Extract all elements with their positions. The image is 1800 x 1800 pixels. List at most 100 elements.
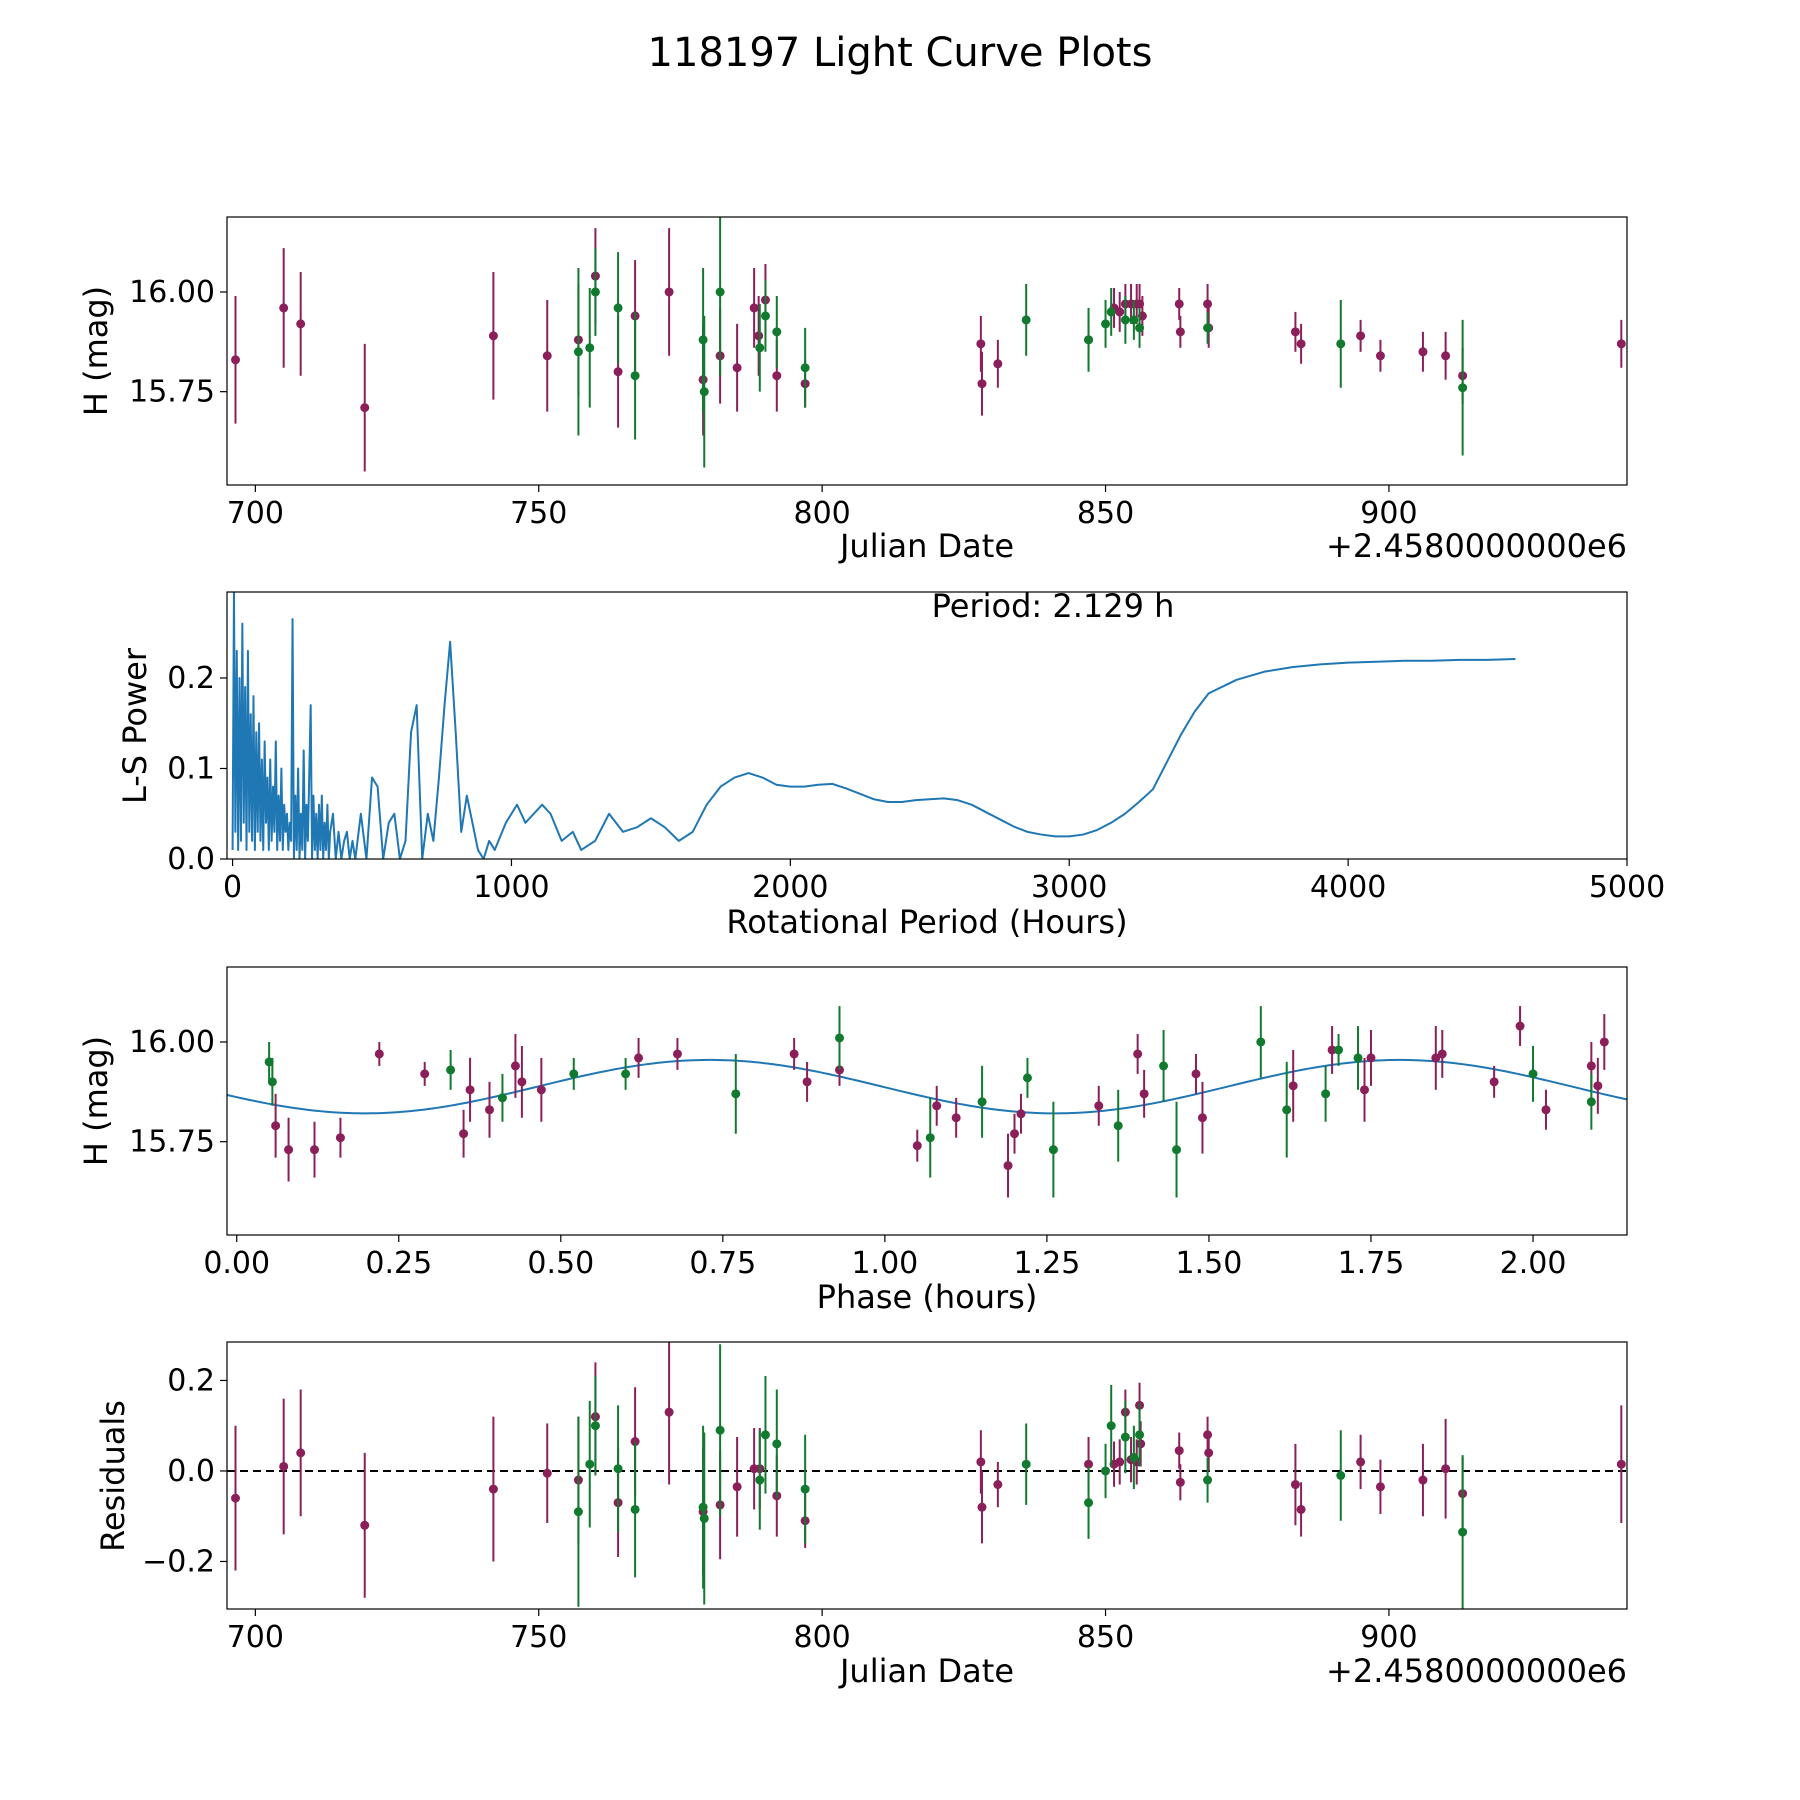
data-point-magenta	[912, 1141, 922, 1151]
data-point-green	[1135, 323, 1145, 333]
residuals-ylabel: Residuals	[94, 1400, 132, 1552]
y-tick-label: 0.1	[167, 751, 215, 786]
data-point-green	[1256, 1037, 1266, 1047]
data-point-green	[1528, 1069, 1538, 1079]
periodogram-frame	[226, 591, 1628, 860]
data-point-magenta	[517, 1077, 527, 1087]
data-point-magenta	[754, 331, 764, 341]
phased-curve-panel: 0.00 0.25 0.50 0.75 1.00 1.25 1.50 1.75 2.00 15.7…	[77, 966, 1628, 1316]
x-tick-label: 2000	[752, 870, 828, 905]
light-curve-ylabel: H (mag)	[77, 286, 115, 416]
data-point-green	[1048, 1145, 1058, 1155]
data-point-magenta	[1203, 299, 1213, 309]
data-point-green	[800, 363, 810, 373]
data-point-magenta	[465, 1085, 475, 1095]
x-tick-label: 1000	[473, 870, 549, 905]
data-point-magenta	[1175, 1477, 1185, 1487]
x-tick-label: 750	[510, 1620, 567, 1655]
data-point-green	[1135, 1430, 1145, 1440]
data-point-green	[760, 311, 770, 321]
data-point-green	[1106, 1421, 1116, 1431]
data-point-green	[590, 287, 600, 297]
data-point-magenta	[1541, 1105, 1551, 1115]
x-tick-label: 0.50	[527, 1246, 594, 1281]
data-point-magenta	[1204, 1448, 1214, 1458]
data-point-magenta	[1296, 339, 1306, 349]
x-tick-label: 800	[794, 1620, 851, 1655]
data-point-green	[1120, 1432, 1130, 1442]
data-point-green	[267, 1077, 277, 1087]
data-point-magenta	[772, 371, 782, 381]
data-point-magenta	[1489, 1077, 1499, 1087]
data-point-magenta	[1327, 1045, 1337, 1055]
data-point-green	[573, 1507, 583, 1517]
data-point-green	[1129, 1452, 1139, 1462]
data-point-green	[698, 335, 708, 345]
x-tick-label: 750	[510, 496, 567, 531]
data-point-magenta	[1174, 1446, 1184, 1456]
x-tick-label: 900	[1360, 496, 1417, 531]
data-point-magenta	[296, 319, 306, 329]
data-point-magenta	[1003, 1161, 1013, 1171]
data-point-magenta	[664, 1407, 674, 1417]
data-point-magenta	[1599, 1037, 1609, 1047]
data-point-magenta	[672, 1049, 682, 1059]
data-point-green	[1282, 1105, 1292, 1115]
data-point-magenta	[613, 367, 623, 377]
data-point-magenta	[1016, 1109, 1026, 1119]
data-point-magenta	[664, 287, 674, 297]
data-point-magenta	[1084, 1459, 1094, 1469]
data-point-green	[1458, 383, 1468, 393]
x-tick-label: 1.50	[1176, 1246, 1243, 1281]
y-tick-label: 15.75	[129, 375, 215, 410]
phased-curve-ticks: 0.00 0.25 0.50 0.75 1.00 1.25 1.50 1.75 2.00 15.7…	[129, 1025, 1566, 1281]
data-point-magenta	[1366, 1053, 1376, 1063]
data-point-green	[1084, 1498, 1094, 1508]
data-point-magenta	[1418, 347, 1428, 357]
data-point-green	[590, 1421, 600, 1431]
data-point-green	[1203, 1475, 1213, 1485]
data-point-green	[977, 1097, 987, 1107]
light-curve-ticks: 700 750 800 850 900 15.75 16.00	[129, 275, 1417, 531]
data-point-magenta	[976, 339, 986, 349]
data-point-magenta	[976, 1457, 986, 1467]
data-point-green	[1334, 1045, 1344, 1055]
data-point-green	[772, 1439, 782, 1449]
y-tick-label: 0.2	[167, 1363, 215, 1398]
data-point-green	[1458, 1527, 1468, 1537]
residuals-points	[227, 1342, 1627, 1609]
periodogram-xlabel: Rotational Period (Hours)	[726, 903, 1127, 941]
data-point-green	[1101, 1466, 1111, 1476]
data-point-green	[497, 1093, 507, 1103]
data-point-magenta	[459, 1129, 469, 1139]
periodogram-line	[231, 592, 1516, 859]
data-point-magenta	[1360, 1085, 1369, 1095]
periodogram-ylabel: L-S Power	[116, 647, 154, 804]
data-point-magenta	[360, 403, 370, 413]
light-curve-xlabel: Julian Date	[838, 527, 1014, 565]
data-point-magenta	[485, 1105, 494, 1115]
data-point-green	[1159, 1061, 1169, 1071]
data-point-magenta	[542, 1468, 552, 1478]
data-point-magenta	[977, 1502, 987, 1512]
data-point-green	[1321, 1089, 1331, 1099]
phased-curve-ylabel: H (mag)	[77, 1036, 115, 1166]
data-point-magenta	[1203, 1430, 1213, 1440]
light-curve-offset-text: +2.4580000000e6	[1326, 527, 1627, 565]
data-point-green	[1113, 1121, 1123, 1131]
data-point-green	[446, 1065, 456, 1075]
data-point-magenta	[1418, 1475, 1428, 1485]
data-point-green	[1203, 323, 1213, 333]
period-annotation: Period: 2.129 h	[932, 587, 1175, 625]
data-point-magenta	[420, 1069, 430, 1079]
data-point-green	[715, 287, 725, 297]
data-point-magenta	[1593, 1081, 1603, 1091]
phased-curve-frame	[226, 966, 1628, 1236]
data-point-green	[800, 1484, 810, 1494]
data-point-green	[925, 1133, 935, 1143]
residuals-panel: 700 750 800 850 900 −0.2 0.0 0.2 Residuals Juli…	[94, 1341, 1628, 1690]
periodogram-panel: 0 1000 2000 3000 4000 5000 0.0 0.1 0.2 Period: 2…	[116, 587, 1665, 941]
light-curve-panel: 700 750 800 850 900 15.75 16.00 H (mag) Julian…	[77, 216, 1628, 565]
data-point-magenta	[1437, 1049, 1447, 1059]
